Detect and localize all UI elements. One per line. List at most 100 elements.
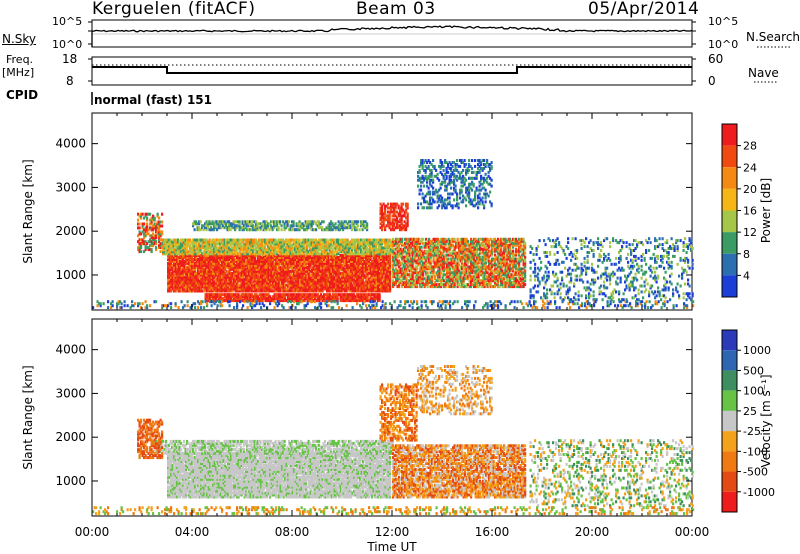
power-cell [324, 265, 327, 269]
power-cell [199, 220, 202, 224]
power-cell [350, 297, 353, 301]
power-cell [242, 289, 245, 293]
power-cell [182, 265, 185, 269]
power-cell [293, 283, 296, 287]
power-cell [336, 281, 339, 285]
power-cell [366, 240, 369, 244]
power-cell [216, 277, 219, 281]
power-cell [296, 275, 299, 279]
power-cell [405, 253, 408, 257]
power-cell [377, 259, 380, 263]
power-cell [206, 265, 209, 269]
power-cell [171, 246, 174, 250]
power-cell [271, 246, 274, 250]
power-cell [339, 238, 342, 242]
power-cell [302, 293, 305, 297]
power-cell [174, 289, 177, 293]
power-cell [371, 254, 374, 257]
power-cell [264, 228, 267, 232]
power-cell [237, 240, 240, 244]
power-cell [167, 256, 170, 259]
power-cell [307, 242, 310, 246]
power-cell [299, 267, 302, 271]
power-cell [360, 285, 363, 289]
power-cell [228, 248, 231, 252]
power-cell [290, 269, 293, 273]
power-cell [210, 222, 213, 226]
power-cell [249, 273, 252, 277]
power-cell [345, 226, 348, 230]
power-cell [372, 246, 375, 250]
power-cell [234, 258, 237, 261]
power-cell [281, 293, 284, 297]
power-cell [285, 252, 288, 256]
power-cell [185, 289, 188, 293]
power-cell [354, 279, 357, 283]
power-cell [369, 287, 372, 291]
power-cell [284, 267, 287, 271]
power-cell [340, 244, 343, 248]
power-cell [366, 242, 369, 246]
power-cell [410, 241, 413, 245]
power-cell [392, 241, 395, 245]
power-cell [392, 263, 395, 267]
power-cell [375, 271, 378, 275]
power-cell [327, 240, 330, 244]
power-cell [300, 250, 303, 254]
power-cell [215, 295, 218, 299]
power-cell [346, 226, 349, 230]
power-cell [371, 259, 374, 263]
power-cell [347, 287, 350, 291]
power-cell [219, 293, 222, 297]
power-cell [230, 287, 233, 291]
power-cell [374, 256, 377, 259]
power-cell [363, 283, 366, 287]
power-cell [189, 246, 192, 250]
power-cell [213, 269, 216, 273]
power-cell [384, 252, 387, 256]
power-cell [350, 254, 353, 257]
power-cell [287, 261, 290, 265]
power-cell [177, 275, 180, 279]
power-cell [306, 261, 309, 265]
power-cell [383, 256, 386, 259]
power-cell [360, 293, 363, 297]
power-cell [343, 226, 346, 230]
power-cell [266, 271, 269, 275]
power-cell [250, 242, 253, 246]
power-cell [343, 248, 346, 252]
power-cell [323, 271, 326, 275]
power-cell [336, 297, 339, 301]
power-cell [200, 289, 203, 293]
power-cell [380, 273, 383, 277]
power-cell [224, 283, 227, 287]
power-cell [321, 263, 324, 267]
power-cell [366, 269, 369, 273]
power-cell [192, 273, 195, 277]
power-cell [351, 277, 354, 281]
power-cell [279, 273, 282, 277]
power-cell [198, 267, 201, 271]
power-cell [188, 256, 191, 259]
power-cell [202, 250, 205, 254]
power-cell [360, 283, 363, 287]
power-cell [278, 279, 281, 283]
power-cell [228, 220, 231, 224]
power-cell [204, 297, 207, 301]
power-cell [326, 275, 329, 279]
power-cell [317, 277, 320, 281]
power-cell [310, 220, 313, 224]
power-cell [329, 297, 332, 301]
power-cell [233, 299, 236, 303]
power-cell [314, 275, 317, 279]
power-cell [291, 279, 294, 283]
power-cell [285, 226, 288, 230]
power-cell [404, 269, 407, 273]
power-cell [351, 267, 354, 271]
power-cell [413, 251, 416, 255]
power-cell [182, 287, 185, 291]
power-cell [324, 256, 327, 259]
power-cell [348, 261, 351, 265]
power-cell [217, 250, 220, 254]
power-cell [281, 283, 284, 287]
